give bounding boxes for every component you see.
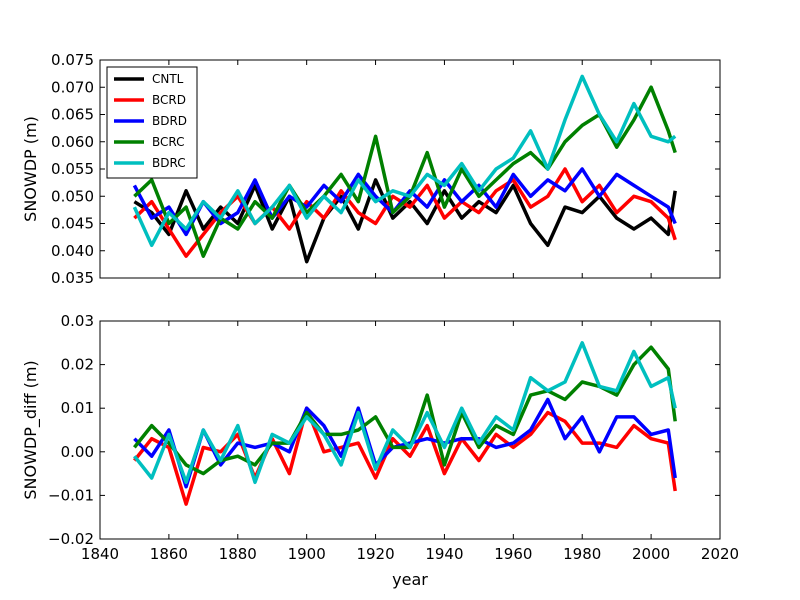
x-tick-label: 1960 bbox=[494, 545, 532, 563]
bottom-xlabel: year bbox=[392, 570, 428, 589]
legend-label-bcrc: BCRC bbox=[152, 135, 185, 149]
y-tick-label: −0.01 bbox=[48, 486, 94, 504]
x-tick-label: 1920 bbox=[356, 545, 394, 563]
y-tick-label: 0.02 bbox=[61, 356, 94, 374]
y-tick-label: 0.03 bbox=[61, 312, 94, 330]
y-tick-label: −0.02 bbox=[48, 530, 94, 548]
x-tick-label: 2000 bbox=[632, 545, 670, 563]
y-tick-label: 0.045 bbox=[51, 215, 94, 233]
x-tick-label: 1980 bbox=[563, 545, 601, 563]
y-tick-label: 0.01 bbox=[61, 399, 94, 417]
x-tick-label: 1860 bbox=[150, 545, 188, 563]
top-ylabel: SNOWDP (m) bbox=[21, 116, 40, 222]
x-tick-label: 1840 bbox=[81, 545, 119, 563]
bottom-ylabel: SNOWDP_diff (m) bbox=[21, 360, 41, 499]
legend-label-bcrd: BCRD bbox=[152, 93, 186, 107]
legend-label-bdrd: BDRD bbox=[152, 114, 187, 128]
bottom-axes-frame bbox=[99, 320, 721, 540]
top-series-bdrc bbox=[132, 74, 677, 248]
y-tick-label: 0.060 bbox=[51, 133, 94, 151]
top-panel: 0.035 0.040 0.045 0.050 0.055 0.060 0.065 0.070… bbox=[21, 51, 721, 287]
y-tick-label: 0.070 bbox=[51, 78, 94, 96]
y-tick-label: 0.035 bbox=[51, 269, 94, 287]
y-tick-label: 0.065 bbox=[51, 106, 94, 124]
y-tick-label: 0.075 bbox=[51, 51, 94, 69]
x-tick-label: 1940 bbox=[425, 545, 463, 563]
legend-label-cntl: CNTL bbox=[152, 72, 184, 86]
top-series-cntl bbox=[133, 178, 677, 264]
bottom-panel: 1840 1860 1880 1900 1920 1940 1960 1980 2000 2020… bbox=[21, 312, 739, 589]
y-tick-label: 0.050 bbox=[51, 187, 94, 205]
y-tick-label: 0.040 bbox=[51, 242, 94, 260]
x-tick-label: 2020 bbox=[701, 545, 739, 563]
bottom-series-bdrc bbox=[133, 341, 677, 485]
y-tick-label: 0.00 bbox=[61, 443, 94, 461]
legend: CNTL BCRD BDRD BCRC BDRC bbox=[106, 66, 198, 179]
x-tick-label: 1880 bbox=[219, 545, 257, 563]
x-tick-label: 1900 bbox=[288, 545, 326, 563]
y-tick-label: 0.055 bbox=[51, 160, 94, 178]
legend-label-bdrc: BDRC bbox=[152, 156, 186, 170]
top-axes-frame bbox=[99, 59, 721, 279]
